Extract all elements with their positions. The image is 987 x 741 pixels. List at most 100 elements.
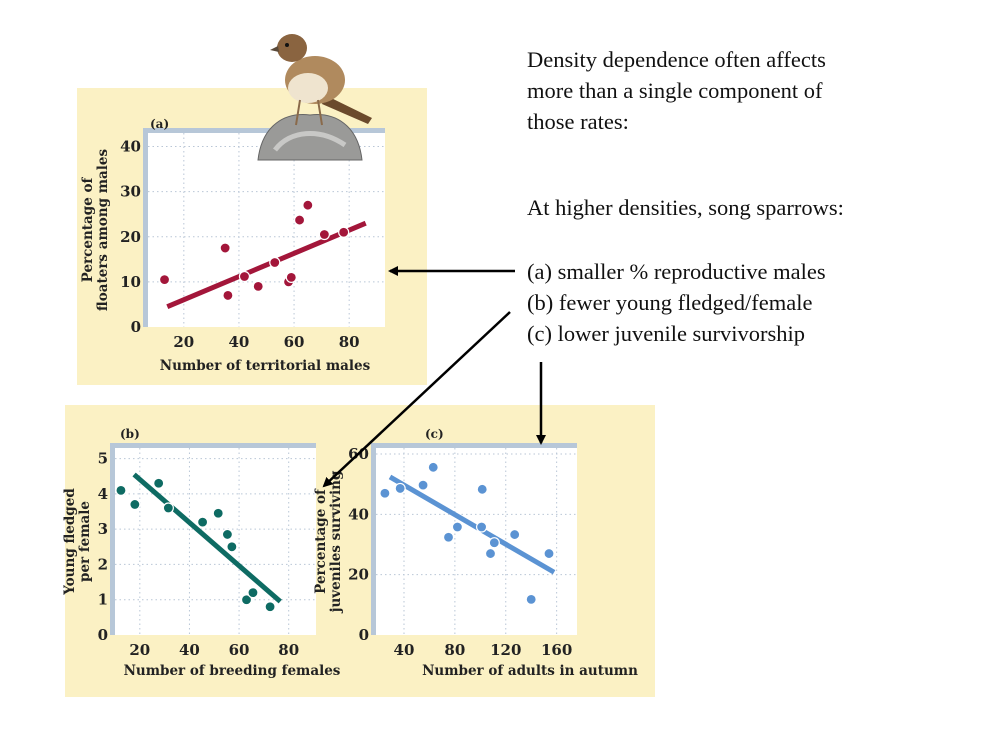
y-tick-label: 0 xyxy=(131,318,141,336)
chart-c: (c)40801201600204060Number of adults in … xyxy=(313,427,638,679)
data-point xyxy=(252,280,264,292)
data-point xyxy=(302,199,314,211)
y-tick-label: 0 xyxy=(359,626,369,644)
arrow-to-chart-b xyxy=(322,311,511,488)
y-tick-label: 4 xyxy=(98,485,108,503)
panel-label: (c) xyxy=(425,427,444,441)
data-point xyxy=(394,482,406,495)
y-tick-label: 2 xyxy=(98,555,108,573)
data-point xyxy=(379,487,391,499)
data-point xyxy=(476,483,488,495)
x-axis-label: Number of territorial males xyxy=(160,358,371,374)
data-point xyxy=(240,594,253,606)
plot-frame-left xyxy=(143,128,148,327)
x-tick-label: 40 xyxy=(394,641,415,659)
y-tick-label: 0 xyxy=(98,626,108,644)
data-point xyxy=(525,593,537,606)
x-axis-label: Number of breeding females xyxy=(124,663,341,679)
bird-head xyxy=(277,34,307,62)
y-axis-label: juveniles surviving xyxy=(328,470,344,613)
x-tick-label: 60 xyxy=(229,641,250,659)
plot-frame-left xyxy=(371,443,376,635)
data-point xyxy=(442,531,455,543)
data-point xyxy=(247,587,259,599)
x-tick-label: 80 xyxy=(278,641,299,659)
data-point xyxy=(238,270,251,283)
y-tick-label: 10 xyxy=(120,273,141,291)
y-tick-label: 30 xyxy=(120,183,141,201)
data-point xyxy=(115,484,127,496)
song-sparrow-illustration xyxy=(257,34,372,161)
y-axis-label: Percentage of xyxy=(80,176,96,282)
data-point xyxy=(451,521,464,533)
data-point xyxy=(129,498,141,511)
panel-label: (a) xyxy=(150,117,169,131)
intro-text: Density dependence often affects more th… xyxy=(527,44,826,137)
x-tick-label: 80 xyxy=(444,641,465,659)
effects-list: (a) smaller % reproductive males (b) few… xyxy=(527,256,826,349)
data-point xyxy=(158,274,171,286)
data-point xyxy=(509,528,521,541)
data-point xyxy=(293,214,306,226)
y-tick-label: 20 xyxy=(120,228,141,246)
effect-item-a: (a) smaller % reproductive males xyxy=(527,259,826,284)
plot-area xyxy=(115,448,316,635)
y-axis-label: per female xyxy=(77,501,93,582)
chart-a: (a) 20 40 60 80 0 10 20 30 40 Number of territoria… xyxy=(80,117,385,374)
effect-item-b: (b) fewer young fledged/female xyxy=(527,290,813,315)
data-point xyxy=(417,479,429,491)
x-tick-label: 40 xyxy=(179,641,200,659)
data-point xyxy=(269,256,281,269)
plot-frame-top xyxy=(110,443,316,448)
y-tick-label: 40 xyxy=(120,138,141,156)
y-axis-label: Young fledged xyxy=(62,488,78,596)
data-point xyxy=(222,289,234,302)
x-axis-label: Number of adults in autumn xyxy=(422,663,638,679)
x-tick-label: 160 xyxy=(541,641,572,659)
data-point xyxy=(285,271,297,283)
trend-line xyxy=(132,472,282,604)
intro-line: Density dependence often affects xyxy=(527,47,826,72)
x-tick-label: 20 xyxy=(129,641,150,659)
y-tick-label: 3 xyxy=(98,520,108,538)
y-tick-label: 1 xyxy=(98,591,108,609)
data-point xyxy=(221,528,234,541)
data-point xyxy=(162,502,174,514)
data-point xyxy=(196,516,209,528)
x-tick-label: 20 xyxy=(173,333,194,351)
y-tick-label: 20 xyxy=(348,566,369,584)
y-tick-label: 40 xyxy=(348,505,369,523)
data-point xyxy=(153,477,165,489)
plot-frame-top xyxy=(143,128,385,133)
plot-area xyxy=(376,448,577,635)
trend-line xyxy=(166,220,367,310)
rock xyxy=(257,114,363,161)
intro-line: more than a single component of xyxy=(527,78,823,103)
data-point xyxy=(484,547,497,560)
data-point xyxy=(543,547,555,560)
data-point xyxy=(219,242,231,254)
x-tick-label: 40 xyxy=(229,333,250,351)
data-point xyxy=(338,226,350,238)
y-axis-label: floaters among males xyxy=(95,149,111,312)
data-point xyxy=(318,228,330,241)
plot-frame-top xyxy=(371,443,577,448)
data-point xyxy=(427,461,439,473)
lead-text: At higher densities, song sparrows: xyxy=(527,195,844,220)
plot-frame-left xyxy=(110,443,115,635)
y-axis-label: Percentage of xyxy=(313,488,329,594)
data-point xyxy=(264,601,276,613)
data-point xyxy=(226,541,238,553)
panel-label: (b) xyxy=(120,427,140,441)
data-point xyxy=(212,507,224,519)
bird-tail xyxy=(322,95,372,124)
y-tick-label: 5 xyxy=(98,450,108,468)
trend-line xyxy=(388,474,556,575)
x-tick-label: 120 xyxy=(490,641,521,659)
data-point xyxy=(488,537,500,549)
effect-item-c: (c) lower juvenile survivorship xyxy=(527,321,806,346)
x-tick-label: 60 xyxy=(284,333,305,351)
chart-b: (b) 20 40 60 80 0 1 2 3 4 5 Number of breeding fema… xyxy=(62,427,341,679)
intro-line: those rates: xyxy=(527,109,629,134)
